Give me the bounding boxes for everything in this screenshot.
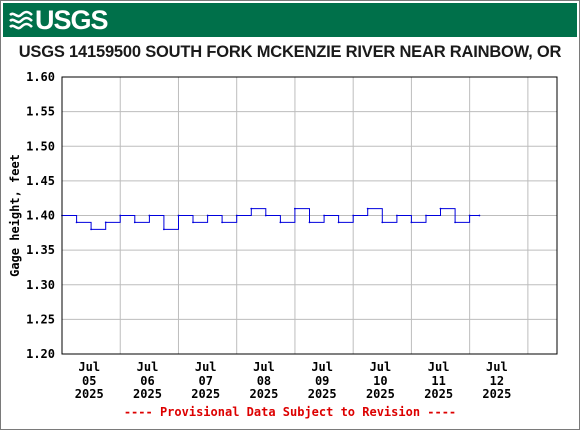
data-point	[177, 214, 180, 217]
x-tick-day: 10	[373, 374, 387, 388]
data-point	[323, 214, 325, 217]
data-point	[478, 214, 481, 217]
x-tick-year: 2025	[424, 387, 453, 401]
usgs-wave-icon	[9, 10, 33, 30]
gage-height-series	[62, 208, 480, 230]
usgs-logo-text: USGS	[35, 5, 109, 35]
data-point	[279, 221, 282, 224]
y-tick-label: 1.40	[26, 209, 55, 223]
data-point	[454, 221, 456, 224]
x-tick-day: 12	[490, 374, 504, 388]
y-tick-label: 1.55	[26, 105, 55, 119]
data-point	[104, 221, 107, 224]
y-tick-label: 1.50	[26, 139, 55, 153]
data-point	[221, 221, 224, 224]
data-point	[148, 214, 151, 217]
x-tick-day: 05	[82, 374, 96, 388]
x-tick-year: 2025	[191, 387, 220, 401]
data-point	[75, 221, 78, 224]
y-axis-label: Gage height, feet	[8, 154, 22, 277]
x-tick-month: Jul	[195, 360, 217, 374]
x-tick-month: Jul	[253, 360, 275, 374]
x-tick-month: Jul	[370, 360, 392, 374]
x-tick-day: 09	[315, 374, 329, 388]
x-tick-month: Jul	[78, 360, 100, 374]
provisional-data-note: ---- Provisional Data Subject to Revisio…	[123, 405, 457, 419]
data-point	[90, 228, 92, 231]
data-point	[235, 214, 238, 217]
data-point	[264, 214, 267, 217]
y-tick-label: 1.60	[26, 70, 55, 84]
data-point	[381, 221, 384, 224]
data-point	[133, 221, 136, 224]
x-tick-day: 06	[140, 374, 154, 388]
y-tick-label: 1.30	[26, 278, 55, 292]
usgs-logo[interactable]: USGS	[9, 5, 109, 35]
data-point	[468, 214, 471, 217]
data-point	[425, 214, 427, 217]
data-point	[410, 221, 413, 224]
data-point	[366, 207, 369, 210]
data-point	[206, 214, 209, 217]
data-point	[396, 214, 398, 217]
x-tick-year: 2025	[482, 387, 511, 401]
x-tick-year: 2025	[75, 387, 104, 401]
data-point	[308, 221, 311, 224]
x-tick-day: 11	[431, 374, 445, 388]
usgs-header-bar: USGS	[3, 3, 577, 37]
x-tick-month: Jul	[311, 360, 333, 374]
x-tick-year: 2025	[366, 387, 395, 401]
x-tick-year: 2025	[249, 387, 278, 401]
y-tick-label: 1.45	[26, 174, 55, 188]
x-tick-month: Jul	[486, 360, 508, 374]
y-tick-label: 1.35	[26, 243, 55, 257]
data-point	[294, 207, 296, 210]
data-point	[439, 207, 442, 210]
data-point	[163, 228, 165, 231]
x-tick-month: Jul	[428, 360, 450, 374]
data-point	[337, 221, 340, 224]
x-tick-year: 2025	[133, 387, 162, 401]
data-point	[250, 207, 253, 210]
data-point	[119, 214, 122, 217]
x-tick-day: 08	[257, 374, 271, 388]
x-tick-month: Jul	[137, 360, 159, 374]
x-tick-day: 07	[198, 374, 212, 388]
y-tick-label: 1.20	[26, 347, 55, 361]
data-point	[352, 214, 355, 217]
y-tick-label: 1.25	[26, 312, 55, 326]
plot-border	[61, 76, 558, 355]
x-tick-year: 2025	[308, 387, 337, 401]
data-point	[192, 221, 194, 224]
chart-title: USGS 14159500 SOUTH FORK MCKENZIE RIVER …	[18, 43, 562, 61]
